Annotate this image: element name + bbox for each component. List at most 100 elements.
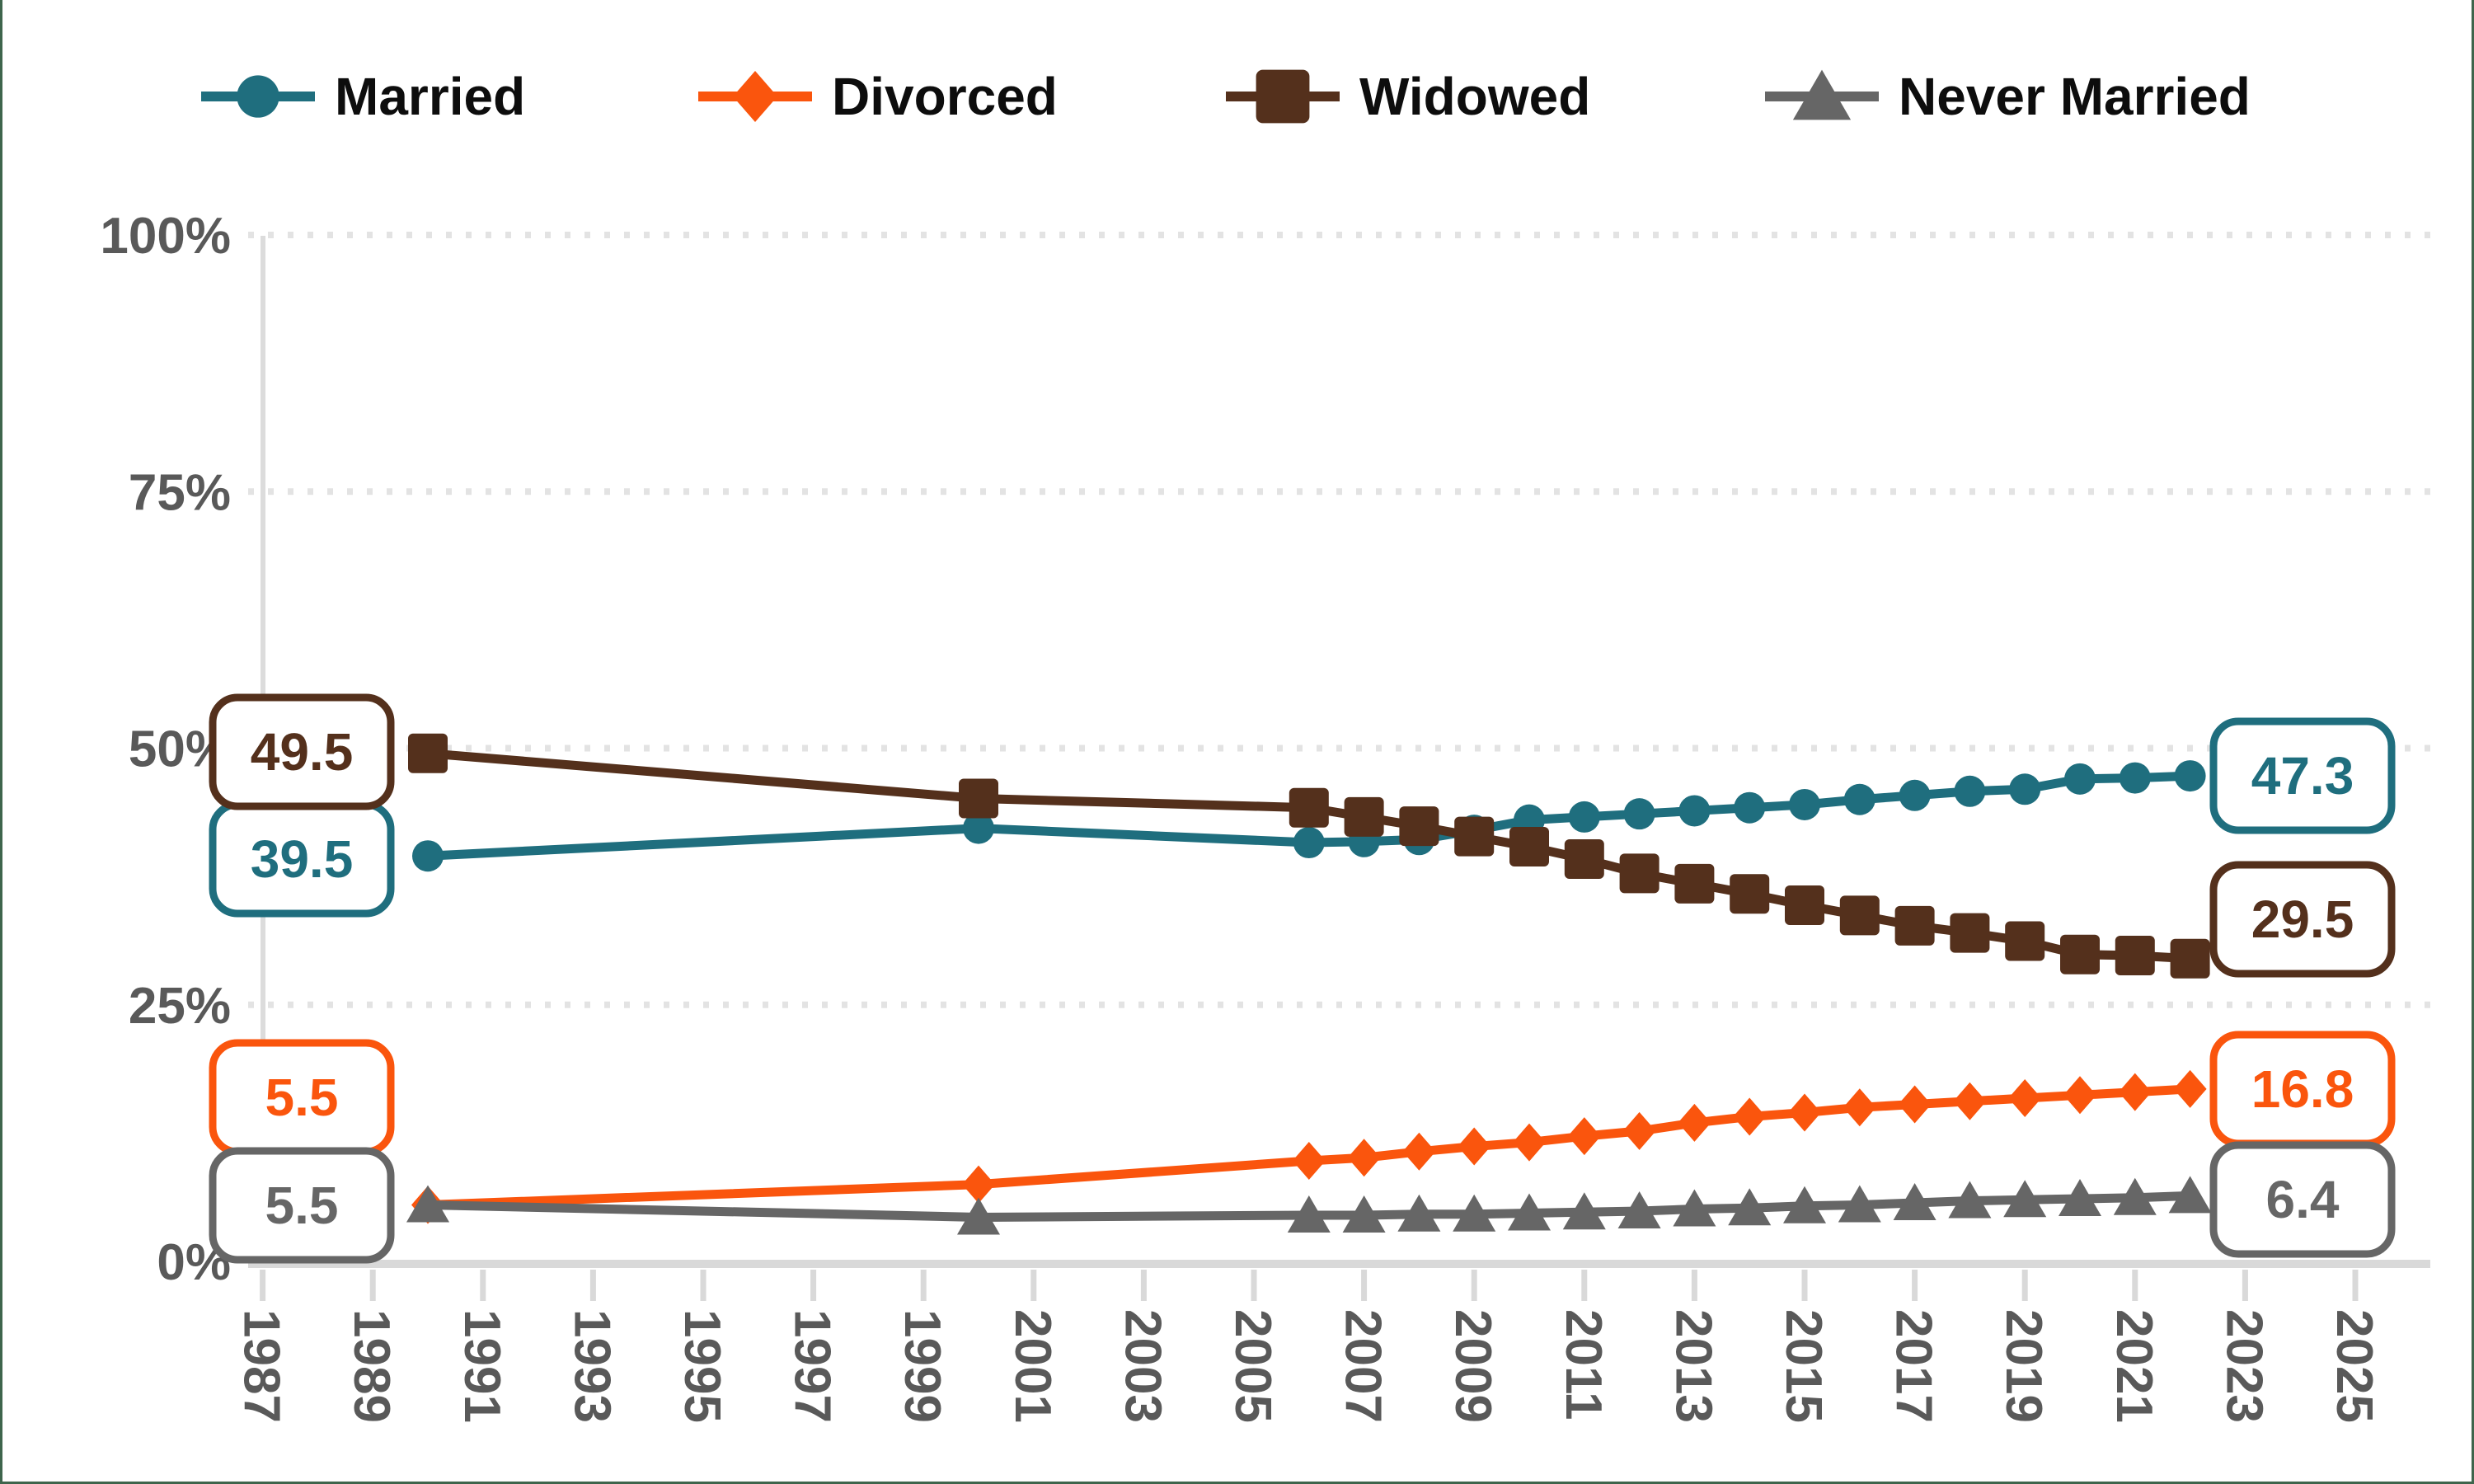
marker-never-married-2011 (1562, 1192, 1606, 1230)
marker-widowed-2019 (2005, 921, 2045, 961)
marker-widowed-2016 (1839, 895, 1880, 936)
marker-married-2011 (1568, 801, 1600, 833)
legend-marker-never-married (1792, 69, 1852, 120)
x-tick-label-2001: 2001 (1004, 1309, 1061, 1423)
marker-divorced-2008 (1402, 1132, 1436, 1171)
x-tick-label-2007: 2007 (1335, 1309, 1392, 1423)
marker-never-married-2014 (1728, 1188, 1772, 1226)
x-tick-label-2023: 2023 (2215, 1309, 2272, 1423)
x-tick-label-2011: 2011 (1555, 1309, 1612, 1421)
left-callout-box-widowed (209, 693, 395, 810)
legend-item-divorced: Divorced (693, 59, 1058, 134)
marker-never-married-2007 (1342, 1195, 1386, 1233)
marker-widowed-2012 (1619, 853, 1660, 894)
marker-divorced-2012 (1622, 1111, 1656, 1150)
marker-never-married-2008 (1397, 1194, 1441, 1232)
marker-divorced-2022 (2173, 1069, 2207, 1108)
marker-never-married-2009 (1453, 1194, 1496, 1232)
marker-never-married-2021 (2113, 1177, 2157, 1215)
marker-never-married-2010 (1508, 1193, 1551, 1231)
right-callout-box-widowed (2209, 861, 2396, 978)
x-tick-label-2015: 2015 (1775, 1309, 1832, 1423)
marker-widowed-2010 (1509, 827, 1549, 867)
legend-item-married: Married (196, 59, 525, 134)
marker-widowed-2009 (1454, 816, 1495, 857)
legend-label-divorced: Divorced (832, 67, 1058, 126)
marker-never-married-2018 (1948, 1181, 1992, 1219)
marker-divorced-2016 (1843, 1088, 1876, 1127)
marker-divorced-2000 (962, 1165, 995, 1204)
marker-married-2013 (1678, 795, 1711, 827)
marker-never-married-2022 (2168, 1176, 2212, 1214)
marker-divorced-2018 (1953, 1082, 1987, 1120)
legend-label-married: Married (335, 67, 526, 126)
marker-married-2020 (2064, 763, 2096, 795)
marker-widowed-2013 (1674, 863, 1715, 904)
marker-widowed-2017 (1894, 905, 1935, 946)
marker-married-2006 (1293, 827, 1325, 859)
left-callout-value-married: 39.5 (251, 829, 354, 889)
legend: Married Divorced Widowed Never Married (2, 59, 2472, 134)
legend-square-icon (1226, 69, 1340, 124)
x-tick-label-2009: 2009 (1444, 1309, 1501, 1423)
x-tick-label-2025: 2025 (2326, 1309, 2382, 1423)
marker-married-2018 (1954, 775, 1986, 807)
y-tick-label-100: 100% (100, 208, 231, 265)
legend-triangle-icon (1765, 69, 1879, 120)
marker-widowed-2014 (1730, 874, 1770, 914)
marker-widowed-2018 (1950, 913, 1990, 953)
marker-married-2012 (1623, 798, 1655, 830)
y-tick-label-75: 75% (129, 464, 231, 521)
marker-married-2017 (1899, 779, 1931, 811)
legend-marker-divorced (733, 70, 777, 123)
x-tick-label-1997: 1997 (784, 1309, 841, 1423)
x-tick-label-2013: 2013 (1664, 1309, 1721, 1423)
x-tick-label-1999: 1999 (894, 1309, 951, 1423)
marker-widowed-2020 (2060, 934, 2100, 974)
legend-label-never-married: Never Married (1899, 67, 2251, 126)
right-callout-value-never-married: 6.4 (2266, 1170, 2340, 1229)
y-tick-label-25: 25% (129, 978, 231, 1035)
marker-married-1990 (412, 840, 444, 872)
marker-widowed-2000 (959, 778, 998, 819)
marker-never-married-2006 (1287, 1195, 1331, 1233)
marker-divorced-2013 (1678, 1103, 1711, 1142)
left-callout-value-never-married: 5.5 (265, 1176, 339, 1235)
left-callout-value-widowed: 49.5 (251, 722, 354, 782)
x-tick-label-2017: 2017 (1885, 1309, 1942, 1423)
marker-never-married-1990 (406, 1185, 449, 1223)
marker-widowed-2008 (1399, 806, 1439, 847)
x-tick-label-1987: 1987 (233, 1309, 290, 1423)
legend-diamond-icon (698, 70, 812, 123)
legend-marker-married (237, 75, 279, 118)
x-tick-label-2021: 2021 (2105, 1309, 2162, 1423)
marker-divorced-2017 (1898, 1085, 1932, 1124)
marker-married-2014 (1734, 791, 1766, 824)
marker-divorced-2007 (1347, 1139, 1381, 1177)
legend-label-widowed: Widowed (1359, 67, 1591, 126)
marker-divorced-2006 (1292, 1141, 1326, 1180)
marker-never-married-2016 (1838, 1185, 1881, 1223)
right-callout-value-divorced: 16.8 (2251, 1059, 2354, 1119)
marker-widowed-2011 (1564, 838, 1604, 879)
marker-widowed-2022 (2170, 938, 2210, 979)
marker-never-married-2012 (1617, 1190, 1661, 1228)
marker-divorced-2011 (1567, 1117, 1601, 1156)
marker-divorced-2009 (1458, 1127, 1491, 1166)
x-tick-label-2003: 2003 (1114, 1309, 1171, 1423)
marker-divorced-2019 (2008, 1079, 2042, 1118)
marker-never-married-2019 (2003, 1180, 2047, 1218)
marker-divorced-2020 (2063, 1076, 2096, 1115)
marker-divorced-2014 (1733, 1097, 1767, 1136)
marker-married-2019 (2009, 773, 2041, 805)
x-tick-label-1991: 1991 (453, 1309, 510, 1423)
marker-married-2021 (2119, 762, 2151, 794)
left-callout-value-divorced: 5.5 (265, 1068, 339, 1127)
marker-divorced-2015 (1788, 1093, 1821, 1132)
legend-marker-widowed (1256, 69, 1310, 124)
legend-item-never-married: Never Married (1760, 59, 2251, 134)
left-callout-box-never-married (209, 1147, 395, 1264)
right-callout-box-never-married (2209, 1141, 2396, 1258)
